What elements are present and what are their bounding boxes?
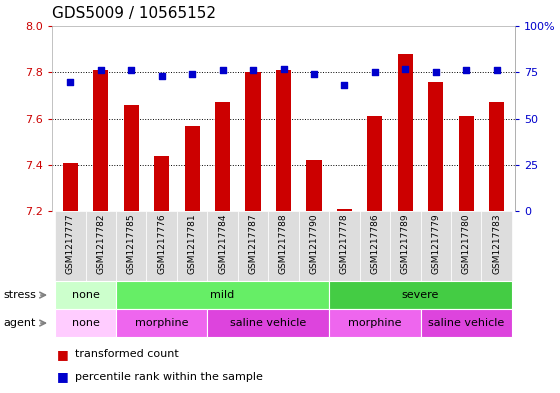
Bar — [428, 82, 444, 211]
Bar — [215, 103, 230, 211]
Text: GSM1217786: GSM1217786 — [370, 213, 379, 274]
Bar — [55, 211, 86, 281]
Bar — [421, 211, 451, 281]
Bar — [482, 211, 512, 281]
Text: GSM1217782: GSM1217782 — [96, 213, 105, 274]
Text: GSM1217790: GSM1217790 — [310, 213, 319, 274]
Text: GDS5009 / 10565152: GDS5009 / 10565152 — [52, 6, 216, 21]
Point — [188, 71, 197, 77]
Text: stress: stress — [3, 290, 36, 300]
Point — [249, 67, 258, 73]
Bar — [489, 103, 505, 211]
Text: none: none — [72, 290, 100, 300]
Text: saline vehicle: saline vehicle — [428, 318, 505, 328]
Bar — [451, 211, 482, 281]
Text: severe: severe — [402, 290, 439, 300]
Bar — [298, 211, 329, 281]
Bar — [459, 116, 474, 211]
Text: GSM1217783: GSM1217783 — [492, 213, 501, 274]
Text: GSM1217785: GSM1217785 — [127, 213, 136, 274]
Text: GSM1217779: GSM1217779 — [431, 213, 440, 274]
Point — [127, 67, 136, 73]
Bar — [124, 105, 139, 211]
Text: morphine: morphine — [135, 318, 188, 328]
Bar — [146, 211, 177, 281]
Text: GSM1217780: GSM1217780 — [462, 213, 471, 274]
Bar — [238, 211, 268, 281]
Bar — [63, 163, 78, 211]
Text: GSM1217789: GSM1217789 — [401, 213, 410, 274]
Bar — [276, 70, 291, 211]
Bar — [86, 211, 116, 281]
Point — [431, 69, 440, 75]
Text: mild: mild — [211, 290, 235, 300]
Text: percentile rank within the sample: percentile rank within the sample — [75, 371, 263, 382]
Text: ■: ■ — [57, 370, 69, 383]
Point — [492, 67, 501, 73]
Text: GSM1217788: GSM1217788 — [279, 213, 288, 274]
Bar — [116, 211, 146, 281]
Bar — [390, 211, 421, 281]
Text: GSM1217784: GSM1217784 — [218, 213, 227, 274]
Point — [370, 69, 379, 75]
Point — [279, 66, 288, 72]
Text: GSM1217777: GSM1217777 — [66, 213, 75, 274]
Bar — [329, 211, 360, 281]
Text: GSM1217781: GSM1217781 — [188, 213, 197, 274]
Point — [401, 66, 410, 72]
Text: saline vehicle: saline vehicle — [230, 318, 306, 328]
Text: GSM1217787: GSM1217787 — [249, 213, 258, 274]
Point — [462, 67, 471, 73]
Text: GSM1217776: GSM1217776 — [157, 213, 166, 274]
Bar — [268, 211, 298, 281]
Bar — [337, 209, 352, 211]
Bar — [154, 156, 169, 211]
Bar — [398, 54, 413, 211]
Bar — [93, 70, 108, 211]
Bar — [207, 211, 238, 281]
Text: ■: ■ — [57, 347, 69, 360]
Point — [157, 73, 166, 79]
Bar — [177, 211, 207, 281]
Point — [310, 71, 319, 77]
Bar — [245, 72, 260, 211]
Text: none: none — [72, 318, 100, 328]
Point — [340, 82, 349, 88]
Point — [96, 67, 105, 73]
Point — [218, 67, 227, 73]
Bar — [306, 160, 321, 211]
Text: GSM1217778: GSM1217778 — [340, 213, 349, 274]
Bar — [360, 211, 390, 281]
Text: morphine: morphine — [348, 318, 402, 328]
Point — [66, 79, 74, 85]
Text: transformed count: transformed count — [75, 349, 179, 359]
Bar — [367, 116, 382, 211]
Text: agent: agent — [3, 318, 35, 328]
Bar — [184, 125, 200, 211]
